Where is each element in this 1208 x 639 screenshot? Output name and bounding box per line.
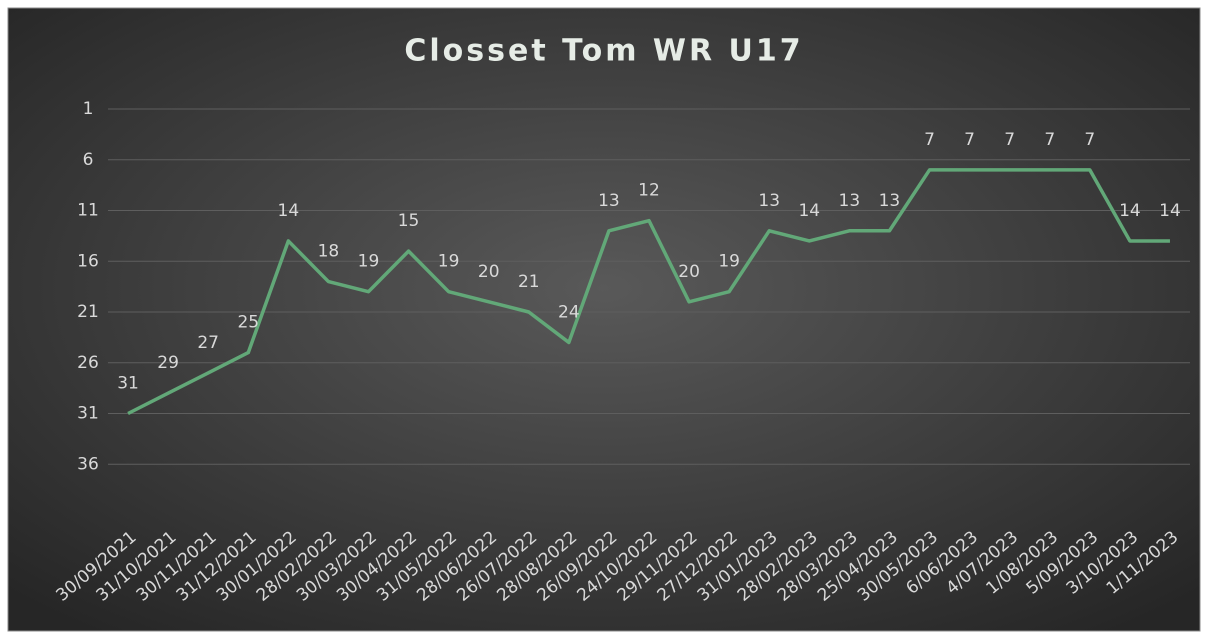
y-tick-label: 1 bbox=[83, 99, 94, 119]
data-label: 13 bbox=[758, 191, 780, 211]
data-label: 13 bbox=[839, 191, 861, 211]
data-label: 15 bbox=[398, 211, 420, 231]
y-tick-label: 26 bbox=[77, 353, 99, 373]
data-label: 19 bbox=[438, 252, 460, 272]
data-label: 7 bbox=[924, 130, 935, 150]
chart-title: Closset Tom WR U17 bbox=[404, 34, 803, 69]
line bbox=[127, 168, 1170, 416]
data-label: 19 bbox=[718, 252, 740, 272]
y-tick-label: 11 bbox=[77, 201, 99, 221]
data-label: 29 bbox=[157, 353, 179, 373]
data-label: 7 bbox=[1084, 130, 1095, 150]
y-tick-label: 31 bbox=[77, 404, 99, 424]
data-label: 21 bbox=[518, 272, 540, 292]
data-label: 20 bbox=[478, 262, 500, 282]
data-label: 31 bbox=[117, 374, 139, 394]
data-label: 18 bbox=[318, 242, 340, 262]
data-label: 24 bbox=[558, 302, 580, 322]
y-tick-label: 21 bbox=[77, 302, 99, 322]
data-label: 25 bbox=[237, 313, 259, 333]
data-label: 13 bbox=[879, 191, 901, 211]
data-label: 7 bbox=[964, 130, 975, 150]
data-label: 13 bbox=[598, 191, 620, 211]
data-label: 27 bbox=[197, 333, 219, 353]
chart-background bbox=[7, 7, 1201, 632]
data-label: 14 bbox=[278, 201, 300, 221]
data-label: 7 bbox=[1044, 130, 1055, 150]
y-tick-label: 6 bbox=[83, 150, 94, 170]
data-label: 20 bbox=[678, 262, 700, 282]
data-label: 14 bbox=[1159, 201, 1181, 221]
data-label: 19 bbox=[358, 252, 380, 272]
data-label: 14 bbox=[1119, 201, 1141, 221]
data-label: 12 bbox=[638, 181, 660, 201]
data-label: 7 bbox=[1004, 130, 1015, 150]
data-label: 14 bbox=[798, 201, 820, 221]
y-tick-label: 36 bbox=[77, 454, 99, 474]
y-tick-label: 16 bbox=[77, 251, 99, 271]
